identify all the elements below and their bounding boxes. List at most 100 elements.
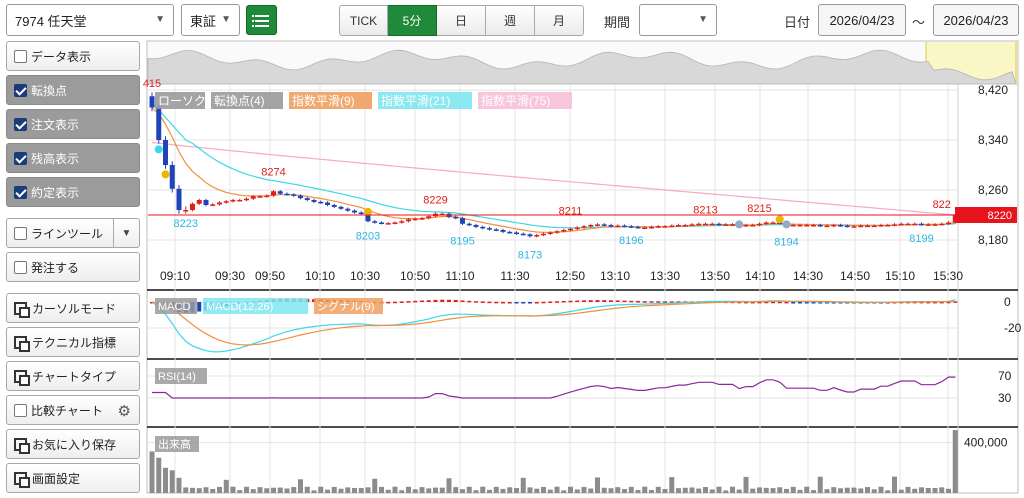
macd-histogram-bar <box>939 301 944 304</box>
sidebar-item-label: カーソルモード <box>32 301 117 316</box>
volume-bar <box>412 489 418 493</box>
volume-bar <box>264 488 270 493</box>
list-view-button[interactable] <box>246 5 277 35</box>
candle-body <box>190 203 195 210</box>
chart-type-button[interactable]: チャートタイプ <box>6 361 140 391</box>
macd-histogram-bar <box>588 300 593 302</box>
candle-body <box>196 200 202 204</box>
candle-body <box>176 188 182 210</box>
macd-histogram-bar <box>420 300 424 303</box>
stock-select[interactable]: 7974 任天堂 ▼ <box>6 4 174 36</box>
candle-body <box>399 221 405 223</box>
volume-bar <box>743 476 749 493</box>
volume-bar <box>581 487 587 493</box>
date-separator: ～ <box>912 15 926 30</box>
data-display-toggle[interactable]: データ表示 <box>6 41 140 71</box>
save-favorite-button[interactable]: お気に入り保存 <box>6 429 140 459</box>
macd-histogram-bar <box>575 300 580 303</box>
candle-body <box>520 233 526 236</box>
volume-bar <box>892 476 897 493</box>
compare-chart-toggle[interactable]: 比較チャート ⚙ <box>6 395 140 425</box>
tab-week[interactable]: 週 <box>486 5 535 36</box>
date-label: 日付 <box>784 15 811 30</box>
volume-bar <box>824 489 830 493</box>
volume-tick-label: 400,000 <box>964 436 1008 450</box>
tab-5min[interactable]: 5分 <box>388 5 437 36</box>
date-to-input[interactable]: 2026/04/23 <box>933 4 1019 36</box>
candle-body <box>804 225 810 227</box>
cursor-mode-button[interactable]: カーソルモード <box>6 293 140 323</box>
candle-body <box>230 200 236 202</box>
technical-indicator-button[interactable]: テクニカル指標 <box>6 327 140 357</box>
macd-histogram-bar <box>804 302 809 304</box>
position-display-toggle[interactable]: 残高表示 <box>6 143 140 173</box>
line-tool-toggle[interactable]: ラインツール ▼ <box>6 218 140 248</box>
volume-bar <box>466 486 472 493</box>
chevron-down-icon[interactable]: ▼ <box>113 219 139 247</box>
volume-bar <box>777 487 783 493</box>
candle-body <box>412 218 418 221</box>
order-display-toggle[interactable]: 注文表示 <box>6 109 140 139</box>
macd-histogram-bar <box>757 301 762 304</box>
sidebar-item-label: ラインツール <box>31 226 104 241</box>
ema21-line <box>151 102 956 229</box>
volume-bar <box>662 489 668 493</box>
volume-bar <box>939 487 945 493</box>
volume-bar <box>284 488 290 493</box>
range-select[interactable]: ▼ <box>639 4 717 36</box>
candle-body <box>277 191 283 194</box>
volume-bar <box>223 479 229 493</box>
candle-body <box>406 219 411 222</box>
tab-month[interactable]: 月 <box>535 5 584 36</box>
volume-bar <box>453 487 459 493</box>
candle-body <box>696 223 702 226</box>
sidebar-item-label: 残高表示 <box>31 151 80 166</box>
candle-body <box>345 208 351 211</box>
volume-bar <box>730 486 735 493</box>
candle-body <box>844 225 850 228</box>
turning-point-label: 8229 <box>423 194 447 206</box>
volume-bar <box>514 488 519 493</box>
volume-bar <box>520 477 526 493</box>
candle-body <box>824 225 830 228</box>
tab-tick[interactable]: TICK <box>339 5 388 36</box>
volume-bar <box>568 486 573 493</box>
macd-histogram-bar <box>764 301 769 304</box>
turning-point-label: 8203 <box>356 231 380 243</box>
turning-point-label: 8274 <box>261 166 285 178</box>
candle-body <box>372 221 378 223</box>
volume-bar <box>399 490 405 493</box>
execution-display-toggle[interactable]: 約定表示 <box>6 177 140 207</box>
candle-body <box>325 202 330 205</box>
macd-signal-line <box>151 300 956 346</box>
sidebar-item-label: テクニカル指標 <box>32 335 117 350</box>
window-icon <box>14 301 30 318</box>
legend-label: 出来高 <box>158 437 191 451</box>
volume-bar <box>851 487 857 493</box>
market-select[interactable]: 東証 ▼ <box>181 4 240 36</box>
screen-settings-button[interactable]: 画面設定 <box>6 463 140 493</box>
date-from-input[interactable]: 2026/04/23 <box>818 4 906 36</box>
place-order-toggle[interactable]: 発注する <box>6 252 140 282</box>
range-label: 期間 <box>604 15 631 30</box>
macd-histogram-bar <box>946 301 951 304</box>
sidebar-item-label: 約定表示 <box>31 185 80 200</box>
candle-body <box>284 193 290 196</box>
navigator-area <box>147 49 1017 85</box>
turning-point-toggle[interactable]: 転換点 <box>6 75 140 105</box>
volume-bar <box>561 490 567 493</box>
candle-body <box>419 218 425 220</box>
macd-histogram-bar <box>777 301 782 304</box>
legend-label: MACD <box>158 301 190 313</box>
macd-histogram-bar <box>501 301 505 304</box>
legend-box <box>289 92 372 109</box>
tab-day[interactable]: 日 <box>437 5 486 36</box>
volume-bar <box>858 488 864 493</box>
candle-body <box>318 201 324 204</box>
chevron-down-icon: ▼ <box>155 14 165 25</box>
candle-body <box>635 226 641 229</box>
time-tick-label: 13:30 <box>650 269 680 283</box>
gear-icon[interactable]: ⚙ <box>117 403 131 420</box>
legend-label: MACD(12,26) <box>206 301 273 313</box>
